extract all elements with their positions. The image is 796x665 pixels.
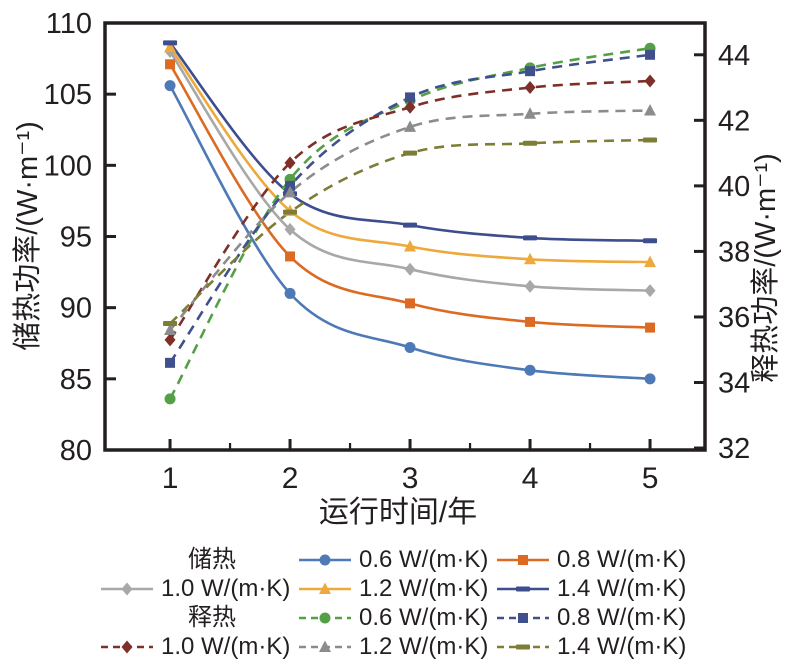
series-point-release-1.0-year3	[404, 100, 416, 114]
left-tick-label: 85	[60, 364, 92, 396]
series-point-storage-0.8-year5	[645, 322, 656, 333]
right-axis-title: 释热功率/(W·m⁻¹)	[750, 153, 782, 383]
plot-area	[168, 42, 651, 400]
series-point-release-1.2-year1	[164, 323, 177, 336]
series-point-release-1.2-year2	[284, 185, 297, 198]
series-point-storage-1.4-year1	[163, 40, 178, 46]
left-tick-label: 95	[60, 222, 92, 254]
x-tick-label: 3	[402, 462, 419, 495]
series-point-release-0.8-year3	[405, 92, 416, 103]
series-point-release-1.4-year4	[523, 140, 538, 146]
series-point-release-1.2-year5	[644, 103, 657, 116]
series-line-release-0.6	[168, 46, 651, 400]
ticks	[105, 21, 705, 452]
series-line-storage-0.6	[168, 84, 651, 381]
series-point-storage-0.6-year1	[164, 80, 176, 92]
marker-layer	[163, 40, 658, 405]
left-axis-title: 储热功率/(W·m⁻¹)	[12, 121, 44, 351]
series-point-release-0.6-year1	[164, 393, 176, 405]
series-point-release-0.8-year2	[285, 180, 296, 191]
series-point-storage-1.4-year5	[643, 238, 658, 244]
x-tick-label: 4	[522, 462, 539, 495]
series-point-storage-1.0-year4	[524, 279, 536, 293]
right-tick-label: 42	[718, 105, 750, 137]
right-tick-label: 38	[718, 236, 750, 268]
series-point-storage-0.8-year1	[165, 59, 176, 70]
right-tick-label: 40	[718, 171, 750, 203]
series-point-release-0.8-year4	[525, 66, 536, 77]
series-point-storage-0.6-year2	[284, 287, 296, 299]
x-axis-title: 运行时间/年	[318, 496, 478, 529]
series-point-storage-0.8-year3	[405, 298, 416, 309]
series-point-storage-1.2-year5	[644, 255, 657, 268]
series-point-release-1.0-year1	[164, 333, 176, 347]
x-tick-label: 1	[162, 462, 179, 495]
series-point-storage-1.2-year3	[404, 239, 417, 252]
series-point-release-1.4-year5	[643, 137, 658, 143]
series-point-storage-1.2-year1	[164, 40, 177, 53]
series-point-storage-0.6-year5	[644, 373, 656, 385]
left-tick-label: 80	[60, 435, 92, 467]
right-tick-label: 34	[718, 367, 750, 399]
series-point-storage-0.6-year4	[524, 364, 536, 376]
series-line-release-1.0	[168, 79, 651, 341]
series-point-storage-1.4-year4	[523, 235, 538, 241]
right-tick-label: 32	[718, 433, 750, 465]
right-tick-label: 44	[718, 40, 750, 72]
series-point-storage-0.6-year3	[404, 342, 416, 354]
left-tick-label: 90	[60, 293, 92, 325]
series-point-release-0.8-year5	[645, 49, 656, 60]
series-point-storage-0.8-year2	[285, 251, 296, 262]
series-point-storage-0.8-year4	[525, 316, 536, 327]
series-point-storage-1.2-year4	[524, 252, 537, 265]
series-point-storage-1.4-year3	[403, 222, 418, 228]
series-point-release-1.2-year4	[524, 107, 537, 119]
series-point-release-1.2-year3	[404, 120, 417, 132]
series-point-release-1.4-year3	[403, 150, 418, 156]
series-point-release-1.4-year2	[283, 209, 298, 215]
series-point-release-1.4-year1	[163, 321, 178, 327]
series-line-storage-0.8	[168, 63, 651, 329]
series-point-release-1.0-year5	[644, 74, 656, 88]
x-tick-label: 2	[282, 462, 299, 495]
x-tick-label: 5	[642, 462, 659, 495]
series-line-storage-1.4	[168, 42, 651, 243]
series-line-storage-1.0	[168, 50, 651, 292]
left-tick-label: 110	[46, 8, 92, 40]
series-point-release-1.0-year4	[524, 81, 536, 95]
left-tick-label: 100	[44, 150, 92, 182]
right-tick-label: 36	[718, 302, 750, 334]
series-line-storage-1.2	[168, 46, 651, 264]
series-point-release-1.0-year2	[284, 156, 296, 170]
series-point-storage-1.0-year5	[644, 284, 656, 298]
left-tick-label: 105	[44, 79, 92, 111]
series-point-storage-1.0-year2	[284, 222, 296, 236]
series-point-storage-1.0-year3	[404, 262, 416, 276]
series-point-release-0.8-year1	[165, 357, 176, 368]
series-line-release-1.2	[169, 109, 651, 331]
